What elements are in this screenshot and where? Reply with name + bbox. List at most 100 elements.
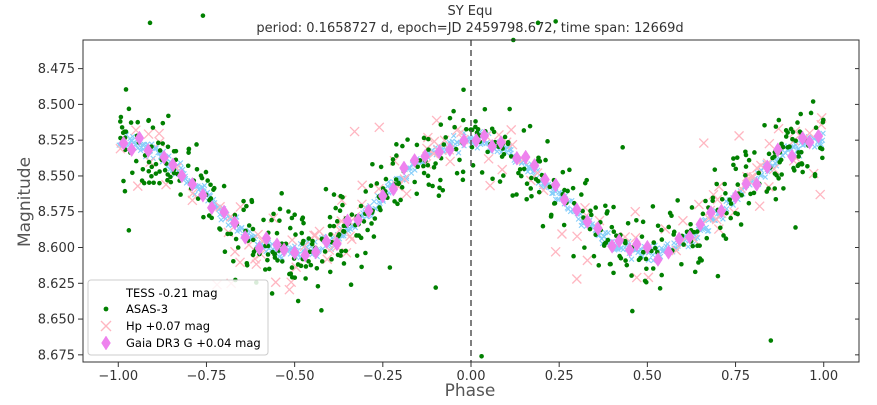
asas-point xyxy=(752,150,757,155)
asas-point xyxy=(460,177,466,183)
hp-point xyxy=(671,245,682,256)
gaia-point xyxy=(684,229,695,245)
y-tick-label: 8.650 xyxy=(38,313,75,328)
gaia-point xyxy=(496,135,506,150)
gaia-point xyxy=(378,188,388,204)
asas-point xyxy=(776,117,782,123)
asas-point xyxy=(611,229,617,234)
asas-point xyxy=(783,128,789,133)
asas-point xyxy=(629,273,634,278)
asas-point xyxy=(570,185,576,191)
gaia-point xyxy=(540,172,550,188)
asas-point xyxy=(414,142,420,148)
asas-point xyxy=(425,173,431,179)
hp-point xyxy=(693,199,704,210)
y-axis: 8.475 8.500 8.525 8.550 8.575 8.600 8.625 8.650… xyxy=(38,62,859,363)
asas-point xyxy=(545,139,550,144)
asas-point xyxy=(147,20,153,26)
asas-point xyxy=(798,111,804,117)
asas-point xyxy=(289,265,295,270)
gaia-point xyxy=(607,238,617,254)
hp-point xyxy=(506,124,517,135)
gaia-point xyxy=(804,134,815,150)
asas-point xyxy=(149,173,154,179)
hp-point xyxy=(677,215,688,226)
gaia-point xyxy=(420,148,430,164)
legend-marker-asas xyxy=(103,306,109,312)
asas-point xyxy=(516,170,521,176)
gaia-point xyxy=(471,132,482,148)
gaia-point xyxy=(730,189,741,205)
asas-point xyxy=(426,182,432,187)
legend: TESS -0.21 mag ASAS-3 Hp +0.07 mag Gaia … xyxy=(87,279,269,356)
asas-point xyxy=(301,220,306,226)
gaia-point xyxy=(409,153,420,168)
asas-point xyxy=(141,180,147,186)
asas-point xyxy=(130,170,135,176)
asas-point xyxy=(547,184,553,190)
tess-point xyxy=(371,198,377,205)
asas-point xyxy=(135,119,141,125)
asas-point xyxy=(473,119,478,124)
asas-point xyxy=(469,144,475,150)
asas-point xyxy=(306,236,312,241)
asas-point xyxy=(157,180,162,186)
x-tick-label: 0.00 xyxy=(457,369,486,384)
asas-point xyxy=(688,221,693,227)
asas-point xyxy=(244,263,250,268)
asas-point xyxy=(712,167,718,172)
asas-point xyxy=(820,119,826,125)
asas-point xyxy=(675,198,680,203)
gaia-point xyxy=(159,149,169,165)
hp-point xyxy=(235,257,245,268)
asas-point xyxy=(374,181,380,186)
asas-point xyxy=(279,259,285,264)
asas-point xyxy=(489,126,495,132)
asas-point xyxy=(118,114,124,120)
asas-point xyxy=(596,263,602,268)
asas-point xyxy=(666,224,672,230)
asas-point xyxy=(721,233,726,238)
asas-point xyxy=(640,219,646,225)
asas-point xyxy=(349,212,355,217)
asas-point xyxy=(571,253,576,259)
asas-point xyxy=(421,170,427,176)
gaia-point xyxy=(272,237,282,253)
asas-point xyxy=(452,124,457,130)
hp-point xyxy=(804,128,815,138)
asas-point xyxy=(265,252,271,257)
asas-point xyxy=(396,180,401,186)
gaia-point xyxy=(289,245,300,261)
asas-point xyxy=(634,217,639,223)
asas-point xyxy=(679,261,684,267)
asas-point xyxy=(378,164,384,170)
tess-point xyxy=(129,133,136,140)
asas-point xyxy=(354,253,360,258)
asas-point xyxy=(365,227,370,233)
asas-point xyxy=(505,139,511,145)
gaia-point xyxy=(706,205,716,221)
gaia-point xyxy=(674,231,684,247)
asas-point xyxy=(796,154,801,159)
asas-point xyxy=(650,204,656,209)
hp-point xyxy=(572,231,583,242)
asas-point xyxy=(553,19,558,24)
asas-point xyxy=(146,159,152,165)
asas-point xyxy=(218,227,223,232)
tess-point xyxy=(702,216,709,223)
asas-point xyxy=(644,266,649,272)
asas-point xyxy=(510,193,515,198)
asas-point xyxy=(696,260,701,265)
asas-point xyxy=(703,198,708,204)
asas-point xyxy=(588,208,593,214)
asas-point xyxy=(207,197,212,203)
asas-point xyxy=(358,235,364,241)
asas-point xyxy=(772,186,778,191)
asas-point xyxy=(387,265,393,270)
y-tick-label: 8.675 xyxy=(38,348,75,363)
asas-point xyxy=(390,161,396,166)
asas-point xyxy=(186,146,192,152)
asas-point xyxy=(437,185,442,191)
asas-point xyxy=(746,157,752,163)
